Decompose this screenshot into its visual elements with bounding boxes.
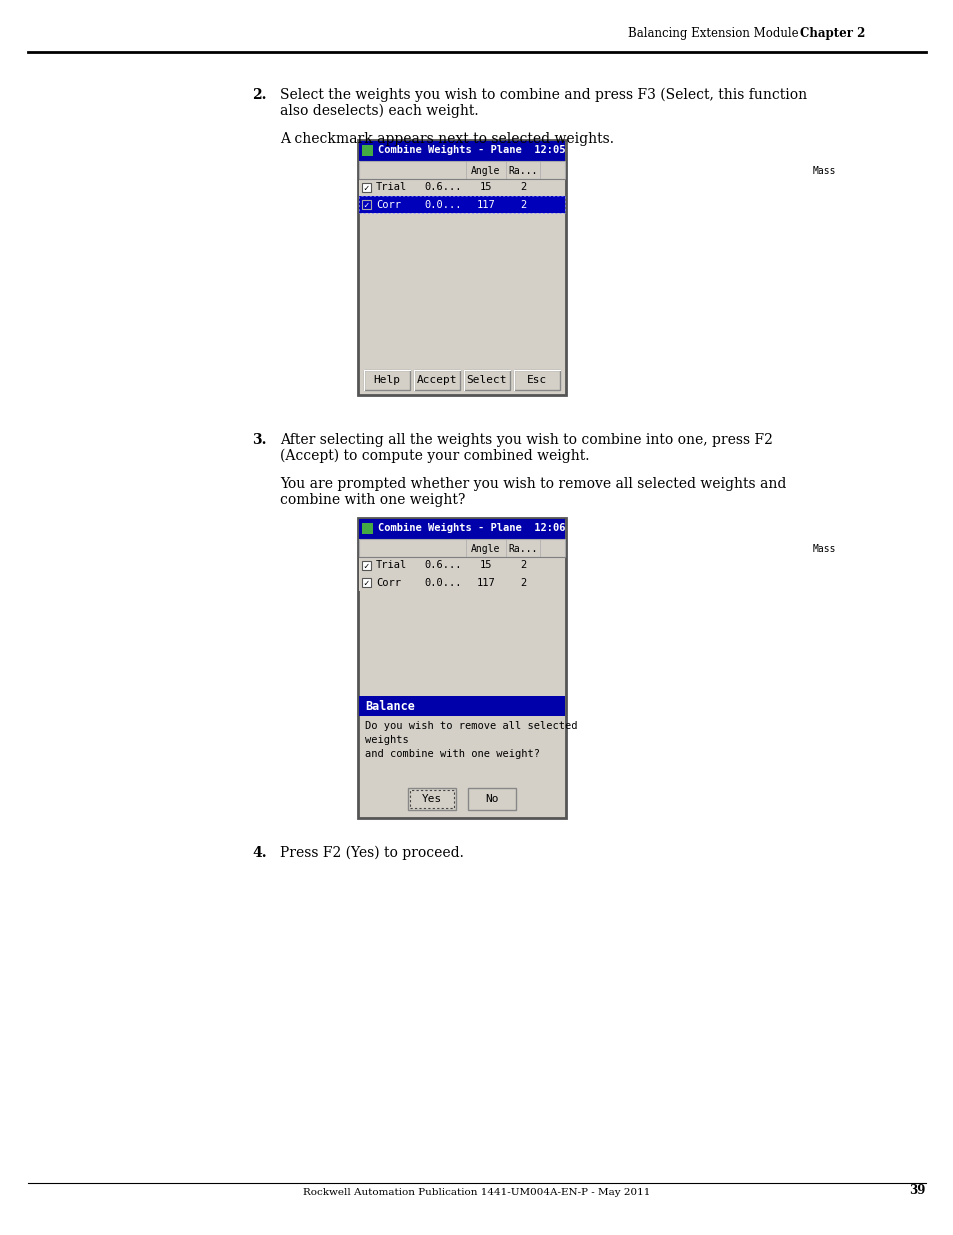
Bar: [358, 161, 564, 179]
Text: Help: Help: [374, 375, 400, 385]
Text: Rockwell Automation Publication 1441-UM004A-EN-P - May 2011: Rockwell Automation Publication 1441-UM0…: [303, 1188, 650, 1197]
Text: 15: 15: [479, 561, 492, 571]
Text: weights: weights: [365, 735, 408, 745]
Text: Ra...: Ra...: [508, 165, 537, 177]
Text: Balance: Balance: [365, 699, 415, 713]
Text: 2: 2: [519, 561, 525, 571]
Text: Esc: Esc: [526, 375, 547, 385]
Text: Select the weights you wish to combine and press F3 (Select, this function: Select the weights you wish to combine a…: [280, 88, 806, 103]
Text: Corr: Corr: [375, 578, 400, 588]
Text: Press F2 (Yes) to proceed.: Press F2 (Yes) to proceed.: [280, 846, 463, 861]
Text: 2: 2: [519, 578, 525, 588]
Text: ✓: ✓: [363, 201, 368, 210]
Text: 117: 117: [476, 578, 495, 588]
Text: Ra...: Ra...: [508, 543, 537, 555]
Bar: [361, 200, 371, 209]
Text: 2.: 2.: [252, 88, 266, 103]
Text: Yes: Yes: [421, 794, 441, 804]
Bar: [468, 788, 516, 810]
Bar: [361, 144, 373, 156]
Text: 39: 39: [908, 1184, 925, 1197]
Text: 15: 15: [479, 183, 492, 193]
Bar: [408, 788, 456, 810]
Bar: [358, 574, 564, 592]
Text: Do you wish to remove all selected: Do you wish to remove all selected: [365, 721, 577, 731]
Bar: [357, 517, 565, 818]
Bar: [358, 519, 564, 538]
Text: combine with one weight?: combine with one weight?: [280, 493, 465, 508]
Bar: [514, 370, 559, 390]
Text: Corr: Corr: [375, 200, 400, 210]
Bar: [358, 141, 564, 161]
Text: 2: 2: [519, 200, 525, 210]
Text: Balancing Extension Module: Balancing Extension Module: [627, 27, 798, 40]
Bar: [358, 538, 564, 557]
Text: You are prompted whether you wish to remove all selected weights and: You are prompted whether you wish to rem…: [280, 477, 785, 492]
Bar: [463, 370, 510, 390]
Bar: [414, 370, 459, 390]
Text: Combine Weights - Plane  12:05: Combine Weights - Plane 12:05: [377, 144, 565, 156]
Bar: [358, 179, 564, 196]
Text: Combine Weights - Plane  12:06: Combine Weights - Plane 12:06: [377, 522, 565, 534]
Bar: [358, 557, 564, 574]
Text: Angle: Angle: [471, 165, 500, 177]
Text: After selecting all the weights you wish to combine into one, press F2: After selecting all the weights you wish…: [280, 433, 772, 447]
Bar: [358, 196, 564, 212]
Text: ✓: ✓: [363, 184, 368, 193]
Text: 0.6...: 0.6...: [424, 183, 461, 193]
Text: ✓: ✓: [363, 579, 368, 588]
Bar: [361, 561, 371, 571]
Bar: [364, 370, 410, 390]
Bar: [358, 538, 564, 557]
Text: 0.6...: 0.6...: [424, 561, 461, 571]
Text: No: No: [485, 794, 498, 804]
Text: Trial: Trial: [375, 183, 407, 193]
Bar: [361, 183, 371, 191]
Text: 2: 2: [519, 183, 525, 193]
Text: 0.0...: 0.0...: [424, 578, 461, 588]
Text: Accept: Accept: [416, 375, 456, 385]
Bar: [361, 578, 371, 587]
Text: also deselects) each weight.: also deselects) each weight.: [280, 104, 478, 119]
Text: Mass: Mass: [811, 543, 835, 555]
Text: Select: Select: [466, 375, 507, 385]
Text: Angle: Angle: [471, 543, 500, 555]
Text: Mass: Mass: [811, 165, 835, 177]
Bar: [358, 161, 564, 179]
Text: (Accept) to compute your combined weight.: (Accept) to compute your combined weight…: [280, 450, 589, 463]
Text: 117: 117: [476, 200, 495, 210]
Text: ✓: ✓: [363, 562, 368, 571]
Bar: [358, 196, 564, 212]
Bar: [358, 697, 564, 716]
Bar: [357, 140, 565, 395]
Text: 3.: 3.: [252, 433, 266, 447]
Text: and combine with one weight?: and combine with one weight?: [365, 748, 539, 760]
Bar: [361, 522, 373, 534]
Text: A checkmark appears next to selected weights.: A checkmark appears next to selected wei…: [280, 132, 614, 146]
Text: 0.0...: 0.0...: [424, 200, 461, 210]
Text: 4.: 4.: [252, 846, 266, 860]
Bar: [410, 790, 454, 808]
Text: Chapter 2: Chapter 2: [800, 27, 864, 40]
Text: Trial: Trial: [375, 561, 407, 571]
